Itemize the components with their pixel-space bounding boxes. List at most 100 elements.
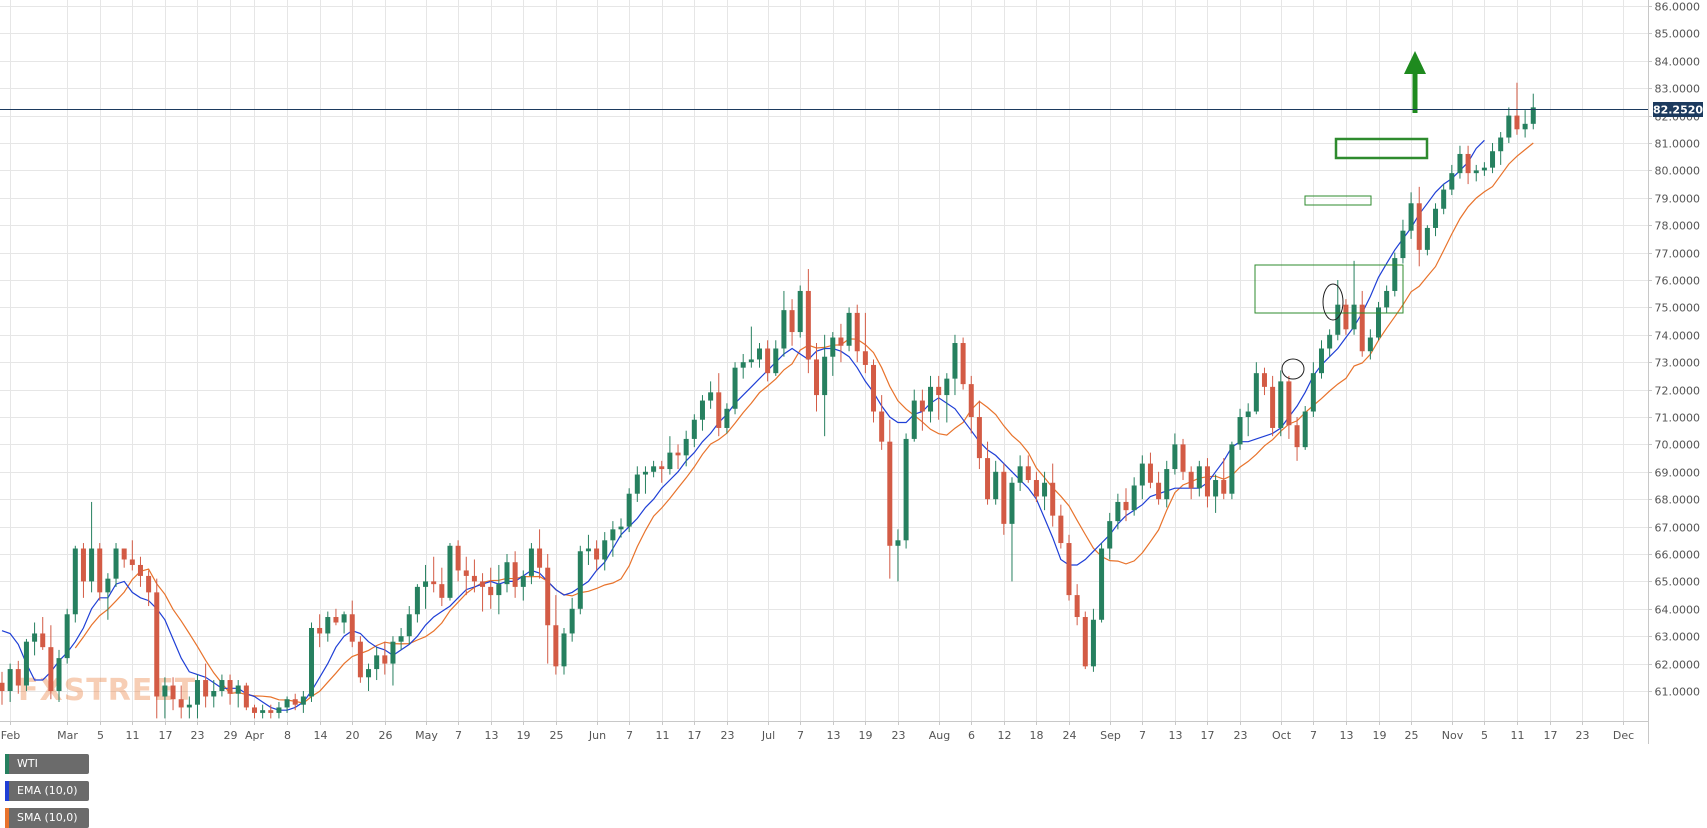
candle [488, 567, 494, 609]
candle [732, 362, 738, 415]
candle-body [1058, 515, 1064, 544]
candle [1033, 471, 1039, 502]
candle-body [1343, 304, 1349, 330]
x-tick-label: 29 [224, 729, 238, 742]
annotation-box-breakout [1334, 137, 1429, 160]
ema-line [1, 139, 1485, 711]
candle-body [1221, 480, 1227, 494]
candle [1180, 438, 1186, 481]
candle-body [203, 680, 209, 697]
candle [537, 529, 543, 579]
candle [1261, 367, 1267, 396]
y-tick-label: 67.0000 [1655, 522, 1701, 535]
candle [1050, 463, 1056, 527]
y-tick-label: 61.0000 [1655, 686, 1701, 699]
candle-body [1131, 485, 1137, 511]
candle-body [431, 581, 437, 585]
annotation-box-zone [1254, 264, 1404, 314]
candle-body [40, 633, 46, 648]
candle [146, 570, 152, 607]
candle [928, 375, 934, 423]
candle [439, 567, 445, 607]
x-tick-label: Oct [1272, 729, 1292, 742]
candle-body [691, 419, 697, 439]
y-tick-label: 65.0000 [1655, 576, 1701, 589]
candle-body [423, 581, 429, 587]
candle-body [1286, 381, 1292, 426]
candle [814, 343, 819, 412]
candle-body [471, 575, 477, 582]
candle [1318, 340, 1324, 379]
legend-item-sma[interactable]: SMA (10,0) [5, 808, 89, 828]
candle [1172, 433, 1178, 475]
candle-body [1294, 425, 1300, 448]
candle [634, 466, 640, 502]
candle [406, 606, 412, 645]
annotation-box-small [1304, 195, 1372, 206]
x-tick-label: 7 [455, 729, 462, 742]
candle-body [292, 699, 298, 705]
candle [895, 529, 901, 582]
candle-body [651, 466, 657, 472]
x-tick-label: 14 [314, 729, 328, 742]
candle [528, 543, 534, 585]
candle [976, 400, 982, 470]
legend-item-ema[interactable]: EMA (10,0) [5, 781, 89, 801]
x-tick-label: Sep [1100, 729, 1121, 742]
candle [968, 375, 974, 434]
candle-body [1009, 482, 1015, 524]
candle-body [333, 617, 339, 623]
x-tick-label: 6 [968, 729, 975, 742]
candle [398, 627, 404, 650]
candle-body [748, 359, 754, 363]
candle-body [309, 627, 315, 697]
candle [1147, 452, 1153, 489]
x-tick-label: Apr [245, 729, 265, 742]
candle-body [765, 348, 771, 374]
y-tick-label: 84.0000 [1655, 56, 1701, 69]
candle-body [1310, 373, 1316, 412]
candle-body [1156, 482, 1162, 500]
candle [1424, 225, 1430, 256]
candle-body [618, 526, 624, 530]
candle [626, 488, 632, 533]
candle [545, 554, 551, 664]
candle-body [488, 586, 494, 596]
candle [1376, 301, 1382, 341]
x-tick-label: 7 [626, 729, 633, 742]
candle [1017, 455, 1023, 491]
candle [251, 704, 257, 719]
candle [952, 334, 958, 396]
candle [1310, 362, 1316, 417]
y-tick-label: 72.0000 [1655, 385, 1701, 398]
candle [129, 540, 135, 571]
candle-body [23, 641, 29, 686]
candle [1229, 441, 1235, 500]
candle-body [15, 669, 21, 686]
y-tick-label: 62.0000 [1655, 659, 1701, 672]
candle-body [1025, 466, 1031, 481]
legend-item-wti[interactable]: WTI [5, 754, 89, 774]
candle-body [300, 696, 306, 705]
candle-body [162, 685, 168, 697]
candle-body [789, 310, 795, 333]
candle [1196, 460, 1202, 497]
candle [463, 556, 469, 596]
candle-body [146, 575, 152, 593]
candle-body [928, 386, 934, 412]
candle-body [1359, 304, 1365, 352]
candle [447, 543, 453, 601]
candle [1498, 132, 1504, 165]
candle-body [1498, 137, 1504, 152]
x-tick-label: 17 [159, 729, 173, 742]
y-axis: 61.0000 62.0000 63.0000 64.0000 65.0000 66.00… [1648, 1, 1700, 699]
candle-body [382, 655, 388, 664]
x-tick-label: 5 [1481, 729, 1488, 742]
x-tick-label: 23 [1234, 729, 1248, 742]
candle [1400, 219, 1406, 264]
candle-body [1433, 208, 1439, 228]
candle [1359, 290, 1365, 357]
candle-body [268, 710, 274, 713]
candle-body [105, 578, 111, 593]
candle-body [97, 548, 103, 593]
